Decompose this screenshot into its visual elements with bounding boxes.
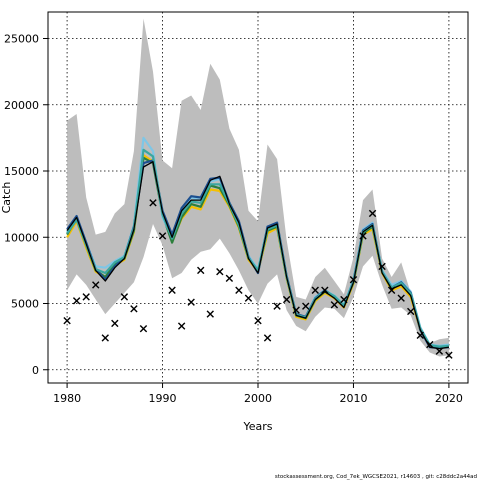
x-tick-label: 2010 <box>339 392 367 405</box>
observed-point <box>120 293 129 301</box>
observed-point <box>340 295 348 304</box>
observed-point <box>426 340 434 349</box>
observed-point <box>187 298 195 306</box>
x-tick-label: 1990 <box>149 392 177 405</box>
series-layer <box>66 136 450 350</box>
observed-point <box>359 232 367 240</box>
series-line-6 <box>66 161 449 350</box>
observed-point <box>387 286 396 294</box>
observed-point <box>349 275 358 284</box>
observed-point <box>225 274 234 283</box>
observed-point <box>168 286 176 294</box>
observed-point <box>397 294 405 302</box>
observed-point <box>292 306 300 314</box>
y-tick-label: 15000 <box>4 165 39 178</box>
observed-point <box>139 324 148 333</box>
y-tick-label: 5000 <box>11 298 39 311</box>
observed-point <box>302 302 310 310</box>
observed-point <box>378 262 386 271</box>
observed-point <box>244 294 253 302</box>
grid <box>48 12 468 383</box>
observed-point <box>368 209 377 218</box>
observed-point <box>330 301 339 309</box>
y-axis: 0 5000 10000 15000 20000 25000 <box>4 33 48 377</box>
observed-point <box>263 334 272 342</box>
y-tick-label: 10000 <box>4 231 39 244</box>
observed-points <box>63 199 453 359</box>
observed-point <box>321 286 329 294</box>
footer-note: stockassessment.org, Cod_7ek_WGCSE2021, … <box>275 474 477 480</box>
x-axis: 1980 1990 2000 2010 2020 <box>53 383 463 405</box>
observed-point <box>254 317 262 325</box>
x-tick-label: 2020 <box>435 392 463 405</box>
observed-point <box>311 286 319 294</box>
observed-point <box>435 347 444 355</box>
observed-point <box>111 319 119 328</box>
observed-point <box>197 266 205 275</box>
observed-point <box>282 295 291 304</box>
y-axis-title: Catch <box>0 182 13 214</box>
y-tick-label: 20000 <box>4 99 39 112</box>
observed-point <box>63 317 71 325</box>
x-tick-label: 1980 <box>53 392 81 405</box>
confidence-band <box>67 18 449 357</box>
observed-point <box>101 334 109 342</box>
observed-point <box>158 232 167 240</box>
observed-point <box>177 322 186 330</box>
observed-point <box>416 331 424 339</box>
observed-point <box>72 297 81 305</box>
observed-point <box>206 310 214 318</box>
observed-point <box>273 302 281 310</box>
x-axis-title: Years <box>242 420 272 433</box>
observed-point <box>149 199 157 207</box>
observed-point <box>407 307 415 316</box>
y-tick-label: 25000 <box>4 33 39 46</box>
y-tick-label: 0 <box>32 364 39 377</box>
observed-point <box>235 286 243 294</box>
observed-point <box>216 268 224 276</box>
observed-point <box>92 281 100 289</box>
observed-point <box>130 305 138 313</box>
observed-point <box>82 293 90 301</box>
x-tick-label: 2000 <box>244 392 272 405</box>
observed-point <box>445 351 453 359</box>
